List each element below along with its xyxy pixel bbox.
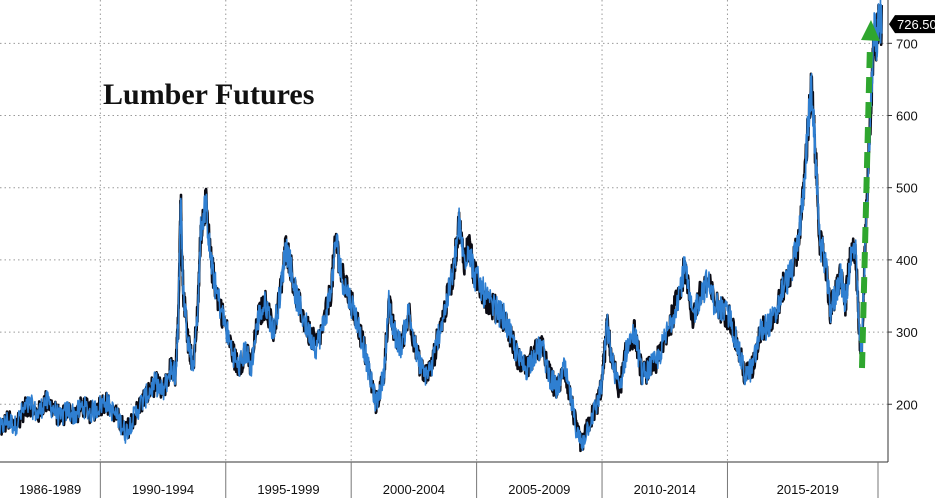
x-tick-label: 2000-2004 [383, 482, 445, 497]
y-tick-label: 200 [896, 397, 918, 412]
x-gridlines [99, 0, 728, 462]
upward-trend-arrow [859, 20, 880, 369]
x-tick-labels: 1986-1989 1990-1994 1995-1999 2000-2004 2005… [19, 462, 879, 498]
x-tick-label: 1990-1994 [132, 482, 194, 497]
trend-arrow-head [861, 20, 880, 41]
series-line-light [0, 0, 883, 451]
trend-arrow-shaft [859, 43, 873, 369]
y-tick-label: 500 [896, 181, 918, 196]
x-tick-label: 2015-2019 [777, 482, 839, 497]
y-tick-label: 300 [896, 325, 918, 340]
last-value-label: 726.50 [897, 17, 936, 32]
y-tick-label: 600 [896, 109, 918, 124]
x-tick-label: 2005-2009 [508, 482, 570, 497]
x-tick-label: 1995-1999 [257, 482, 319, 497]
last-value-marker: 726.50 [889, 15, 936, 34]
last-value-badge [889, 15, 935, 34]
y-tick-label: 400 [896, 253, 918, 268]
chart-title: Lumber Futures [103, 78, 314, 111]
y-tick-label: 700 [896, 36, 918, 51]
x-tick-label: 2010-2014 [634, 482, 696, 497]
x-tick-label: 1986-1989 [19, 482, 81, 497]
price-series [0, 0, 883, 453]
y-tick-labels: 200 300 400 500 600 700 [888, 36, 918, 412]
